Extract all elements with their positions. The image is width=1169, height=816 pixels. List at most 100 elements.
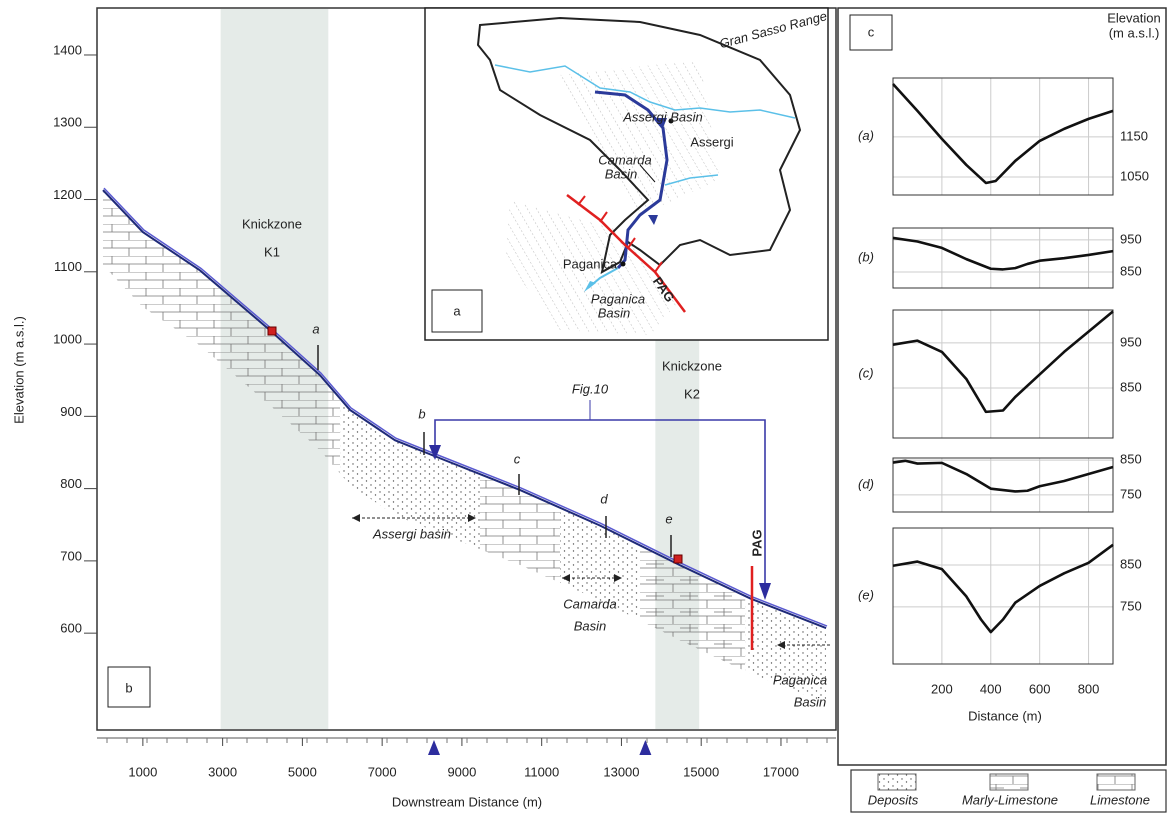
section-label: (a) [858, 128, 874, 143]
map-label: Basin [605, 166, 638, 181]
panel-label-box [431, 289, 483, 333]
fault-label: PAG [749, 529, 764, 556]
arrow-head [468, 514, 476, 522]
arrow-head [614, 574, 622, 582]
y-axis-title: (m a.s.l.) [1109, 25, 1160, 40]
panel-label: c [868, 24, 875, 39]
legend-label: Limestone [1090, 792, 1150, 807]
section-profile [892, 83, 1114, 185]
x-tick-label: 17000 [763, 764, 799, 779]
x-tick-label: 1000 [128, 764, 157, 779]
site-marker [673, 554, 683, 564]
site-marker [267, 326, 277, 336]
section-profile [892, 459, 1114, 493]
section-label: d [600, 491, 608, 506]
y-tick-label: 900 [60, 404, 82, 419]
y-tick-label: 800 [60, 476, 82, 491]
hatch-area [505, 200, 680, 335]
y-axis-title: Elevation (m a.s.l.) [11, 316, 26, 424]
profile-line [102, 189, 827, 630]
section-label: a [312, 321, 319, 336]
x-tick-label: 400 [980, 681, 1002, 696]
y-tick-label: 750 [1120, 598, 1142, 613]
hatch-area [560, 60, 720, 215]
x-tick-label: 7000 [368, 764, 397, 779]
y-tick-label: 850 [1120, 452, 1142, 467]
legend-swatch [877, 773, 917, 791]
town-dot [620, 261, 626, 267]
legend-label: Marly-Limestone [962, 792, 1058, 807]
y-tick-label: 1200 [53, 187, 82, 202]
x-tick-label: 200 [931, 681, 953, 696]
x-tick-label: 9000 [447, 764, 476, 779]
zone-label: K2 [684, 386, 700, 401]
section-marker [427, 740, 440, 755]
y-tick-label: 600 [60, 621, 82, 636]
panel-label-box [849, 14, 893, 51]
y-tick-label: 850 [1120, 263, 1142, 278]
map-label: Paganica [591, 291, 645, 306]
x-tick-label: 5000 [288, 764, 317, 779]
section-profile [892, 543, 1114, 634]
map-label: Paganica [563, 256, 618, 271]
map-label: Camarda [598, 152, 651, 167]
y-tick-label: 1000 [53, 332, 82, 347]
zone-label: Knickzone [662, 358, 722, 373]
y-tick-label: 950 [1120, 231, 1142, 246]
fault [566, 194, 686, 313]
x-tick-label: 15000 [683, 764, 719, 779]
arrow-head [562, 574, 570, 582]
map-label: Assergi Basin [622, 109, 702, 124]
x-tick-label: 11000 [524, 764, 559, 779]
fault-tick [654, 261, 663, 273]
x-tick-label: 600 [1029, 681, 1051, 696]
map-label: Basin [598, 305, 631, 320]
section-label: c [514, 451, 521, 466]
panel-label: b [125, 680, 132, 695]
y-tick-label: 950 [1120, 334, 1142, 349]
x-tick-label: 800 [1078, 681, 1100, 696]
stream [664, 174, 719, 186]
y-tick-label: 1300 [53, 115, 82, 130]
section-profile [892, 236, 1114, 271]
y-tick-label: 700 [60, 548, 82, 563]
map-label: Assergi [690, 134, 733, 149]
section-label: (e) [858, 587, 874, 602]
y-tick-label: 1100 [54, 259, 82, 274]
panel-label-box [107, 666, 151, 708]
section-frame [892, 457, 1114, 513]
legend-swatch [989, 773, 1029, 791]
y-tick-label: 750 [1120, 486, 1142, 501]
section-marker [657, 118, 667, 128]
x-tick-label: 13000 [603, 764, 639, 779]
y-axis-title: Elevation [1107, 10, 1160, 25]
x-tick-label: 3000 [208, 764, 237, 779]
section-label: e [665, 511, 672, 526]
section-frame [892, 77, 1114, 196]
panel-label: a [453, 303, 461, 318]
fault-tick [577, 195, 586, 206]
y-tick-label: 1050 [1120, 168, 1149, 183]
y-tick-label: 1400 [53, 42, 82, 57]
section-label: (c) [858, 365, 873, 380]
section-label: (d) [858, 476, 874, 491]
basin-label: Basin [794, 694, 827, 709]
x-axis-title: Downstream Distance (m) [392, 794, 542, 809]
basin-label: Camarda [563, 596, 616, 611]
zone-label: Knickzone [242, 216, 302, 231]
y-tick-label: 850 [1120, 556, 1142, 571]
bracket-arrow [429, 445, 441, 460]
stream [494, 64, 796, 119]
section-frame [892, 227, 1114, 289]
section-label: b [418, 406, 425, 421]
bracket-arrow [759, 583, 771, 600]
pointer [639, 164, 656, 183]
y-tick-label: 1150 [1120, 128, 1148, 143]
section-marker [648, 215, 658, 225]
zone-label: K1 [264, 244, 280, 259]
river-arrow [584, 281, 596, 292]
basin-label: Assergi basin [372, 526, 451, 541]
town-dot [668, 118, 674, 124]
fault-tick [627, 237, 636, 249]
